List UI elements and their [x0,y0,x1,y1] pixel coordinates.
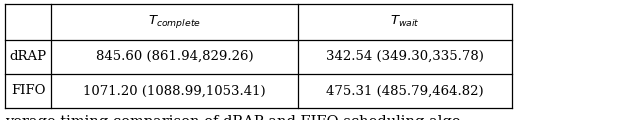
Text: 475.31 (485.79,464.82): 475.31 (485.79,464.82) [326,84,484,97]
Text: 1071.20 (1088.99,1053.41): 1071.20 (1088.99,1053.41) [83,84,266,97]
Text: dRAP: dRAP [10,50,47,63]
Text: verage timing comparison of dRAP and FIFO scheduling algo: verage timing comparison of dRAP and FIF… [5,115,461,120]
Text: 845.60 (861.94,829.26): 845.60 (861.94,829.26) [95,50,253,63]
Text: FIFO: FIFO [11,84,45,97]
Text: 342.54 (349.30,335.78): 342.54 (349.30,335.78) [326,50,484,63]
Text: $T_{wait}$: $T_{wait}$ [390,14,420,29]
Text: $T_{complete}$: $T_{complete}$ [148,13,201,30]
